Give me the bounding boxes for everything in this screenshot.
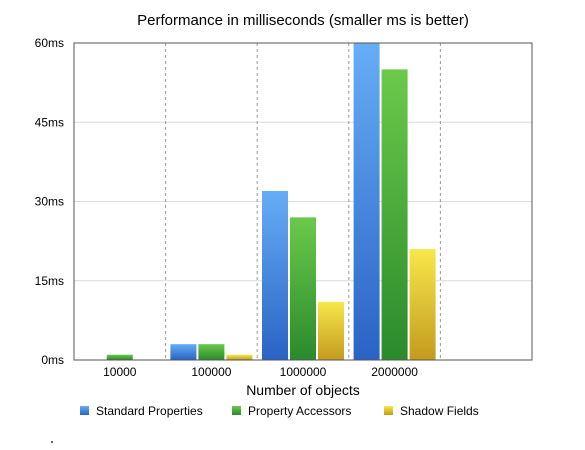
x-axis-label: Number of objects bbox=[246, 382, 360, 398]
y-tick-label: 15ms bbox=[35, 274, 64, 288]
bar-shadow-fields-1 bbox=[226, 354, 253, 360]
x-tick-labels: 10000 100000 1000000 2000000 bbox=[103, 365, 418, 379]
bars bbox=[106, 43, 436, 361]
bar-standard-properties-1 bbox=[170, 344, 197, 360]
bar-property-accessors-1 bbox=[198, 344, 225, 360]
bar-property-accessors-2 bbox=[290, 217, 316, 360]
y-tick-label: 0ms bbox=[41, 353, 64, 367]
x-tick-label: 1000000 bbox=[280, 365, 327, 379]
legend-swatch bbox=[232, 406, 241, 415]
legend-swatch bbox=[384, 406, 393, 415]
y-tick-label: 45ms bbox=[35, 115, 64, 129]
x-tick-label: 2000000 bbox=[371, 365, 418, 379]
bar-shadow-fields-3 bbox=[409, 249, 436, 360]
bar-standard-properties-3 bbox=[353, 43, 380, 360]
y-tick-label: 30ms bbox=[35, 195, 64, 209]
legend-swatch bbox=[80, 406, 89, 415]
grid-lines bbox=[74, 43, 532, 360]
legend-label: Standard Properties bbox=[96, 404, 203, 418]
y-tick-label: 60ms bbox=[35, 36, 64, 50]
bar-shadow-fields-2 bbox=[318, 301, 344, 360]
plot-frame bbox=[73, 42, 533, 361]
bar-property-accessors-3 bbox=[381, 69, 408, 361]
x-tick-label: 10000 bbox=[103, 365, 137, 379]
x-tick-label: 100000 bbox=[191, 365, 231, 379]
legend-label: Property Accessors bbox=[248, 404, 351, 418]
legend: Standard Properties Property Accessors Sha… bbox=[80, 404, 479, 418]
stray-dot bbox=[51, 441, 53, 443]
chart-title: Performance in milliseconds (smaller ms … bbox=[137, 12, 469, 29]
bar-standard-properties-2 bbox=[262, 190, 288, 360]
y-tick-labels: 0ms 15ms 30ms 45ms 60ms bbox=[35, 36, 64, 367]
bar-property-accessors-0 bbox=[106, 354, 133, 360]
legend-label: Shadow Fields bbox=[400, 404, 479, 418]
